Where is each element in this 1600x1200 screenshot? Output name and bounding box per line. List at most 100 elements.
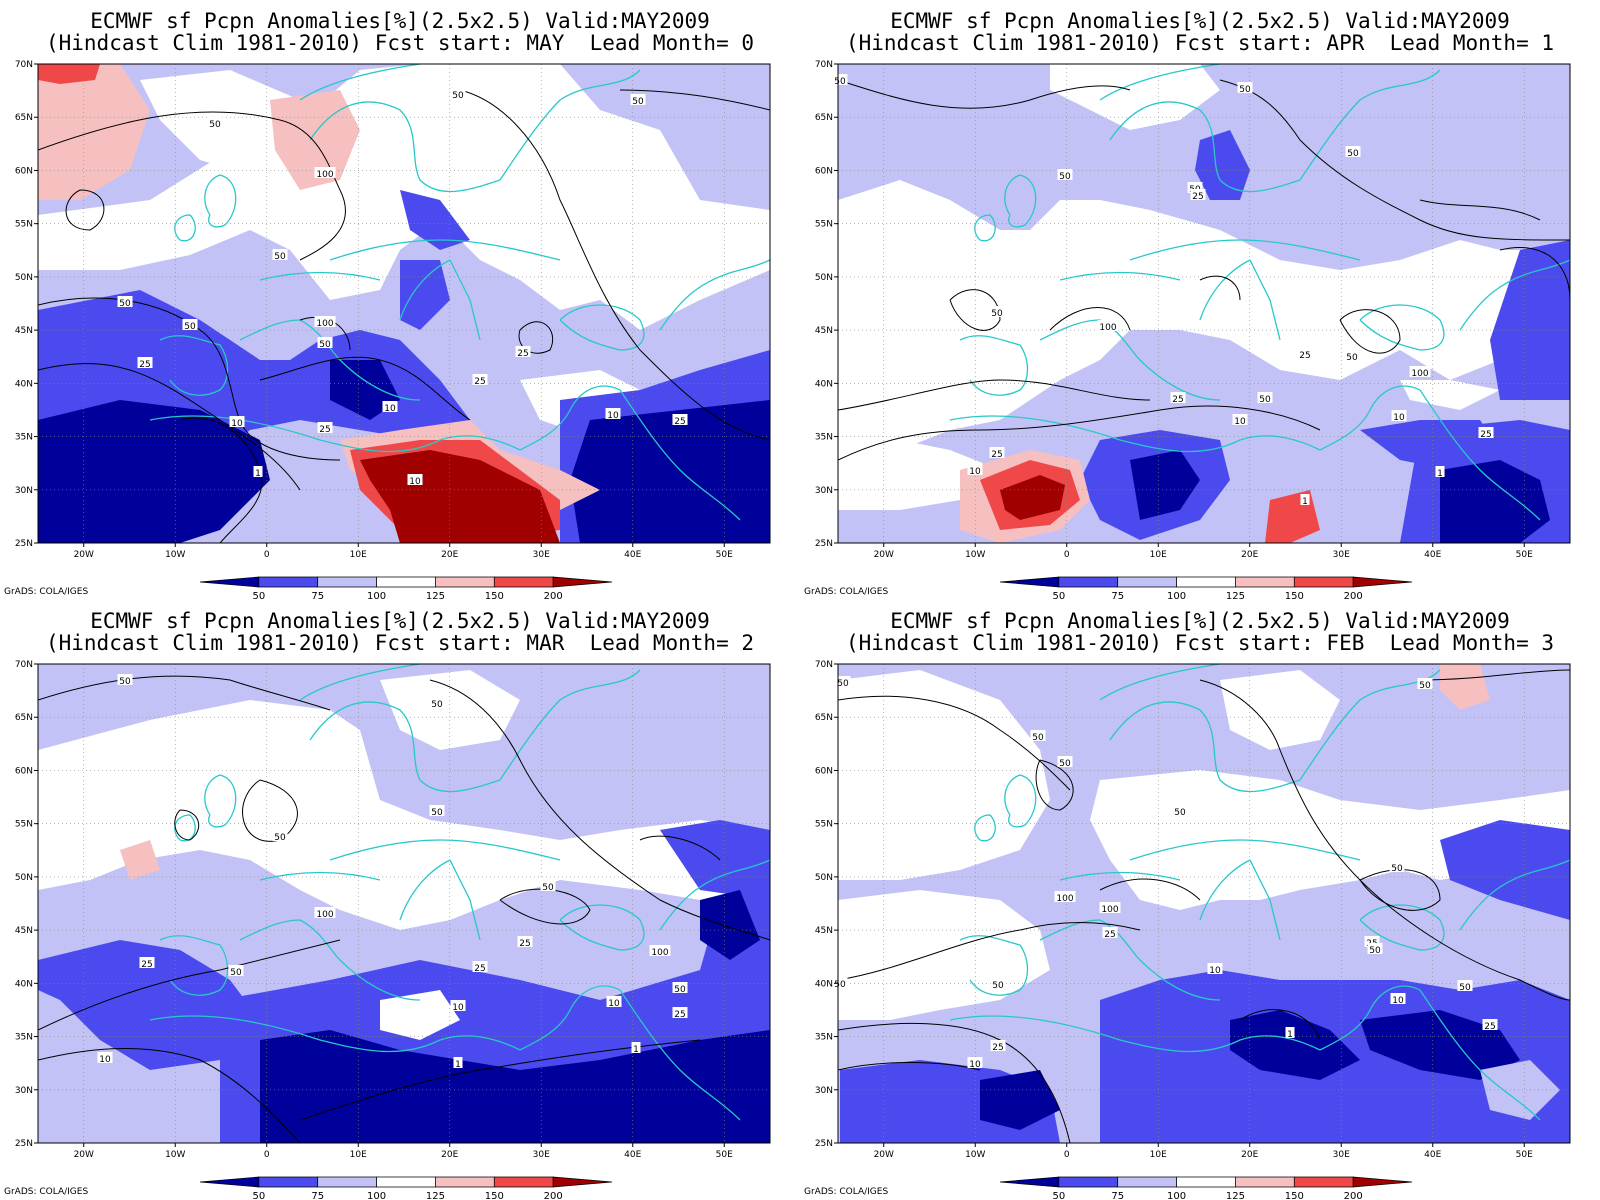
coastline (239, 919, 421, 1001)
panel-title: ECMWF sf Pcpn Anomalies[%](2.5x2.5) Vali… (890, 9, 1510, 33)
contour-label: 50 (1032, 733, 1044, 743)
anomaly-region (38, 400, 270, 543)
contour-label: 25 (991, 450, 1002, 460)
contour-label-bg (1257, 392, 1273, 403)
contour-label-bg (1057, 169, 1073, 180)
panel-subtitle: (Hindcast Clim 1981-2010) Fcst start: MA… (45, 31, 754, 55)
y-tick-label: 60N (815, 766, 833, 776)
x-tick-label: 20W (874, 550, 894, 560)
contour-label-bg (515, 346, 531, 357)
contour-label: 25 (1172, 395, 1183, 405)
coastline (559, 304, 645, 351)
contour-label-bg (182, 319, 198, 330)
coastline (1459, 859, 1570, 931)
x-tick-label: 10E (350, 550, 367, 560)
contour-label: 50 (431, 808, 443, 818)
colorbar: 50 75 100 125 150 200 (199, 1176, 613, 1200)
coastline (1419, 989, 1541, 1121)
colorbar-segment (1176, 1176, 1236, 1188)
anomaly-region (1050, 64, 1220, 130)
x-tick-label: 0 (264, 1150, 270, 1160)
contour-label: 50 (837, 679, 849, 689)
coastline (149, 415, 521, 453)
anomaly-region (700, 890, 760, 960)
coastline (559, 904, 645, 951)
contour-line (838, 695, 1071, 791)
contour-label-bg (1232, 414, 1248, 425)
contour-label-bg (314, 907, 336, 918)
contour-label-bg (472, 374, 488, 385)
anomaly-region (400, 190, 470, 250)
contour-label-bg (1389, 861, 1405, 872)
x-tick-label: 10E (350, 1150, 367, 1160)
colorbar-segment (493, 1176, 554, 1188)
contour-line (1199, 275, 1241, 301)
contour-label-bg (989, 306, 1005, 317)
contour-label-bg (1482, 1019, 1498, 1030)
anomaly-region (1440, 820, 1570, 920)
shading-layer (838, 64, 1570, 543)
contour-label: 50 (1459, 983, 1471, 993)
y-tick-label: 55N (15, 220, 33, 230)
colorbar-label: 150 (1285, 1191, 1304, 1200)
panel-title: ECMWF sf Pcpn Anomalies[%](2.5x2.5) Vali… (90, 9, 710, 33)
anomaly-region (260, 1030, 770, 1143)
colorbar: 50 75 100 125 150 200 (199, 576, 613, 600)
contour-label: 10 (1234, 417, 1246, 427)
coastline (1059, 871, 1181, 881)
contour-label: 50 (452, 91, 464, 101)
coastline (174, 814, 196, 842)
contour-label: 50 (431, 700, 443, 710)
x-tick-label: 20W (74, 1150, 94, 1160)
contour-label: 25 (1480, 430, 1491, 440)
panel-title: ECMWF sf Pcpn Anomalies[%](2.5x2.5) Vali… (90, 609, 710, 633)
contour-line (1099, 878, 1201, 901)
contour-line (499, 888, 591, 925)
contour-label: 50 (834, 980, 846, 990)
contour-label: 25 (1104, 930, 1115, 940)
contour-label-bg (517, 936, 533, 947)
contour-label-bg (117, 674, 133, 685)
contour-label-bg (407, 474, 423, 485)
panel-subtitle: (Hindcast Clim 1981-2010) Fcst start: AP… (845, 31, 1554, 55)
coastline (1109, 101, 1301, 193)
coastline (1004, 174, 1037, 228)
colorbar: 50 75 100 125 150 200 (999, 1176, 1413, 1200)
x-tick-label: 0 (264, 550, 270, 560)
contour-label: 50 (991, 309, 1003, 319)
contour-label: 25 (474, 964, 485, 974)
contour-label: 25 (1484, 1022, 1495, 1032)
contour-label: 1 (633, 1045, 639, 1055)
colorbar-label: 50 (1052, 591, 1065, 600)
colorbar-label: 50 (1052, 1191, 1065, 1200)
contour-label: 25 (141, 960, 152, 970)
colorbar-segment (1058, 576, 1119, 588)
colorbar-segment (435, 1176, 495, 1188)
coastline (399, 859, 481, 941)
coastline (159, 935, 229, 996)
contour-label: 50 (632, 97, 644, 107)
contour-label-bg (989, 447, 1005, 458)
contour-label: 100 (1099, 323, 1116, 333)
contour-label-bg (1478, 427, 1494, 438)
x-tick-label: 10W (965, 550, 985, 560)
shading-layer (38, 664, 770, 1143)
coastline (619, 989, 741, 1121)
contour-label-bg (450, 88, 466, 99)
colorbar-segment (493, 576, 554, 588)
map-panel-lead3: ECMWF sf Pcpn Anomalies[%](2.5x2.5) Vali… (800, 600, 1600, 1200)
coastline (1299, 69, 1441, 181)
x-tick-label: 0 (1064, 1150, 1070, 1160)
colorbar-label: 50 (252, 591, 265, 600)
colorbar-label: 75 (1111, 1191, 1124, 1200)
anomaly-region (360, 450, 560, 543)
contour-label-bg (606, 996, 622, 1007)
coastline (1419, 389, 1541, 521)
map-plot: 5010050505025101501010255050101002525252… (15, 60, 771, 600)
colorbar: 50 75 100 125 150 200 (999, 576, 1413, 600)
contour-label-bg (1390, 993, 1406, 1004)
colorbar-label: 125 (426, 1191, 445, 1200)
contour-label: 1 (255, 469, 261, 479)
contour-label-bg (649, 945, 671, 956)
colorbar-label: 200 (1344, 591, 1363, 600)
